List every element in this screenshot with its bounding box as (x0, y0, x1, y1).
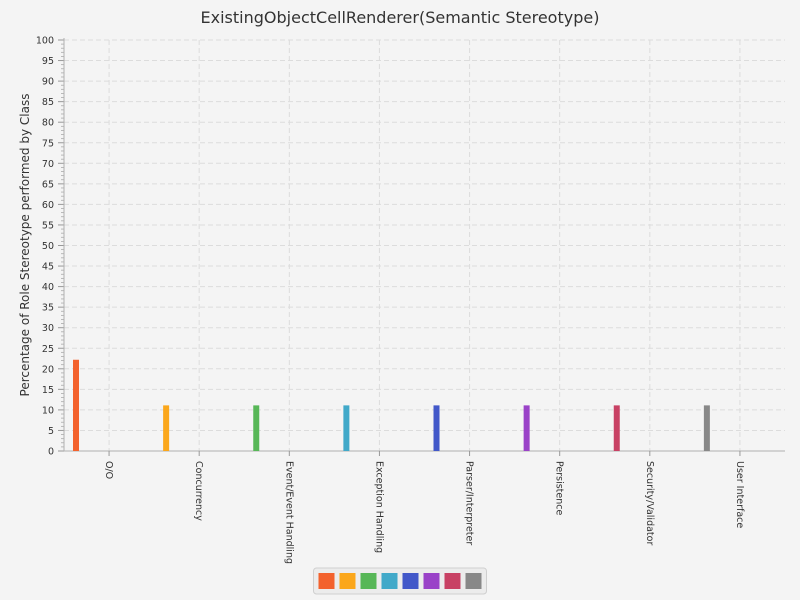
bar (613, 405, 620, 451)
legend (313, 567, 487, 595)
y-tick-label: 10 (42, 405, 54, 416)
category-label: Security/Validator (644, 461, 655, 545)
y-tick-label: 30 (42, 323, 54, 334)
category-label: Event/Event Handling (283, 461, 294, 564)
bar (433, 405, 440, 451)
bar (703, 405, 710, 451)
category-label: O/O (103, 461, 114, 479)
y-tick-label: 35 (42, 303, 54, 314)
bar (163, 405, 170, 451)
legend-frame (313, 567, 487, 595)
y-tick-label: 75 (42, 138, 54, 149)
y-tick-label: 60 (42, 200, 54, 211)
category-label: Concurrency (193, 461, 204, 521)
y-tick-label: 45 (42, 262, 54, 273)
category-label: Exception Handling (373, 461, 384, 553)
bar (343, 405, 350, 451)
bar (73, 359, 79, 451)
legend-swatch (381, 573, 398, 589)
category-labels: O/O Concurrency Event/Event Handling Except… (103, 461, 745, 564)
y-tick-label: 50 (42, 241, 54, 252)
grid (64, 39, 785, 451)
legend-swatch (402, 573, 419, 589)
y-tick-label: 80 (42, 118, 54, 129)
y-tick-label: 40 (42, 282, 54, 293)
y-tick-label: 55 (42, 220, 54, 231)
category-label: User Interface (734, 461, 745, 528)
y-tick-label: 90 (42, 77, 54, 88)
legend-swatch (339, 573, 356, 589)
y-tick-label: 20 (42, 364, 54, 375)
y-tick-label: 70 (42, 159, 54, 170)
legend-swatch (423, 573, 440, 589)
y-tick-label: 65 (42, 179, 54, 190)
bar (523, 405, 530, 451)
bars (73, 359, 710, 451)
legend-swatch (465, 573, 482, 589)
y-tick-label: 100 (36, 36, 54, 47)
axes: 0 5 10 15 20 25 30 35 40 45 50 55 60 65 70 75 80 85 90 95 10… (36, 36, 785, 458)
y-tick-label: 95 (42, 56, 54, 67)
y-tick-label: 15 (42, 385, 54, 396)
category-label: Parser/Interpreter (464, 461, 475, 545)
legend-swatch (318, 573, 335, 589)
legend-swatch (360, 573, 377, 589)
chart-title: ExistingObjectCellRenderer(Semantic Ster… (201, 8, 600, 27)
y-axis-label: Percentage of Role Stereotype performed … (18, 94, 32, 397)
y-tick-label: 5 (48, 426, 54, 437)
bar (253, 405, 260, 451)
y-tick-label: 0 (48, 447, 54, 458)
legend-swatch (444, 573, 461, 589)
y-tick-label: 85 (42, 97, 54, 108)
category-label: Persistence (554, 461, 565, 515)
y-tick-label: 25 (42, 344, 54, 355)
